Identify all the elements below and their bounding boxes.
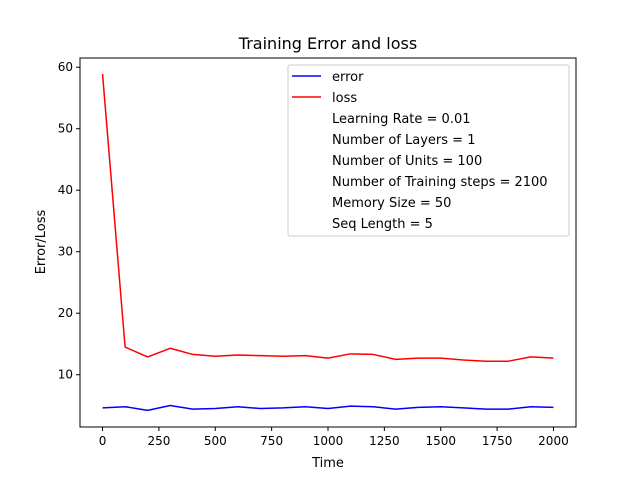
x-tick-label: 1000 (313, 434, 344, 448)
legend-note: Learning Rate = 0.01 (332, 112, 470, 127)
x-tick-label: 1250 (369, 434, 400, 448)
legend-label-loss: loss (332, 91, 357, 106)
axes-frame (79, 57, 577, 428)
legend-label-error: error (332, 70, 364, 85)
x-axis-label: Time (311, 456, 344, 471)
x-tick-label: 0 (99, 434, 107, 448)
legend-note: Seq Length = 5 (332, 217, 433, 232)
x-tick-label: 1750 (482, 434, 513, 448)
legend-note: Number of Training steps = 2100 (332, 175, 548, 190)
y-tick-label: 60 (58, 60, 73, 74)
plot-layer: 0 250 500 750 1000 1250 1500 1750 2000 10 20 30 40 50… (58, 60, 569, 448)
x-tick-label: 1500 (425, 434, 456, 448)
legend: error loss Learning Rate = 0.01 Number of L… (287, 64, 570, 237)
x-tick-label: 500 (204, 434, 227, 448)
x-tick-label: 2000 (538, 434, 569, 448)
y-tick-label: 10 (58, 368, 73, 382)
legend-note: Number of Layers = 1 (332, 133, 475, 148)
legend-box (287, 64, 570, 237)
legend-note: Number of Units = 100 (332, 154, 482, 169)
chart-title: Training Error and loss (238, 34, 417, 53)
x-tick-label: 750 (260, 434, 283, 448)
series-line-error (102, 404, 554, 412)
y-tick-label: 20 (58, 306, 73, 320)
y-tick-label: 40 (58, 183, 73, 197)
series-line-loss (101, 73, 554, 362)
legend-note: Memory Size = 50 (332, 196, 451, 211)
x-tick-label: 250 (147, 434, 170, 448)
y-tick-label: 30 (58, 245, 73, 259)
y-axis-label: Error/Loss (34, 209, 49, 274)
y-tick-label: 50 (58, 122, 73, 136)
